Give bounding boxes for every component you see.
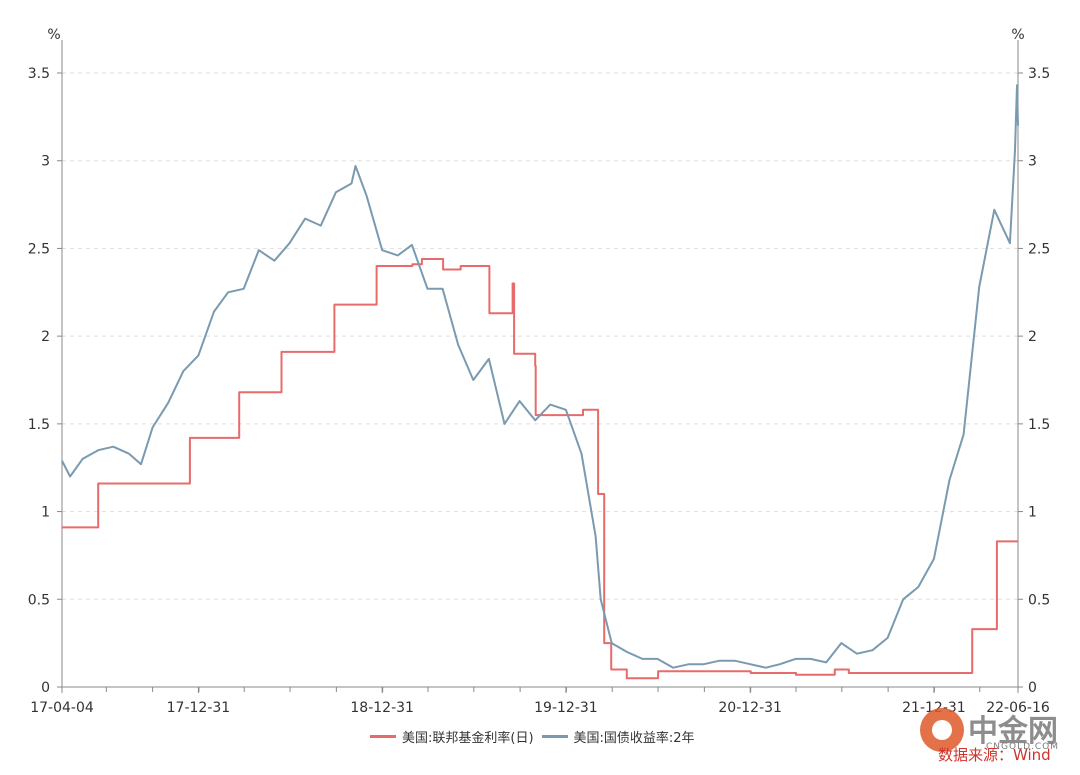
left-tick-label-7: 3.5 [28, 66, 50, 82]
series-line-2y-yield [61, 84, 1019, 669]
data-source: 数据来源：Wind [938, 746, 1051, 764]
x-tick-label-5: 21-12-31 [902, 700, 966, 716]
right-tick-label-0: 0 [1028, 680, 1037, 696]
x-tick-label-6: 22-06-16 [986, 700, 1050, 716]
right-tick-label-4: 2 [1028, 329, 1037, 345]
legend-swatch-fed-funds [370, 735, 396, 738]
series-line-fed-funds [62, 258, 1018, 680]
legend-swatch-2y-yield [541, 735, 568, 738]
right-tick-label-3: 1.5 [1028, 417, 1050, 433]
left-tick-label-3: 1.5 [28, 417, 50, 433]
legend-label-fed-funds: 美国:联邦基金利率(日) [402, 731, 534, 746]
right-tick-label-6: 3 [1028, 154, 1037, 170]
x-tick-label-2: 18-12-31 [350, 700, 414, 716]
legend-item-2y-yield[interactable]: 美国:国债收益率:2年 [541, 727, 695, 746]
x-tick-label-0: 17-04-04 [30, 700, 94, 716]
left-tick-label-4: 2 [41, 329, 50, 345]
x-tick-label-4: 20-12-31 [718, 700, 782, 716]
left-tick-label-6: 3 [41, 154, 50, 170]
right-tick-label-1: 0.5 [1028, 592, 1050, 608]
legend-label-2y-yield: 美国:国债收益率:2年 [573, 731, 695, 746]
legend-item-fed-funds[interactable]: 美国:联邦基金利率(日) [370, 727, 534, 746]
right-tick-label-5: 2.5 [1028, 241, 1050, 257]
legend: 美国:联邦基金利率(日) 美国:国债收益率:2年 [370, 727, 695, 746]
right-tick-label-2: 1 [1028, 505, 1037, 521]
x-tick-label-3: 19-12-31 [534, 700, 598, 716]
right-tick-label-7: 3.5 [1028, 66, 1050, 82]
left-tick-label-1: 0.5 [28, 592, 50, 608]
x-tick-label-1: 17-12-31 [167, 700, 231, 716]
left-tick-label-0: 0 [41, 680, 50, 696]
left-unit-label: % [47, 27, 60, 43]
right-unit-label: % [1011, 27, 1024, 43]
left-tick-label-5: 2.5 [28, 241, 50, 257]
left-tick-label-2: 1 [41, 505, 50, 521]
